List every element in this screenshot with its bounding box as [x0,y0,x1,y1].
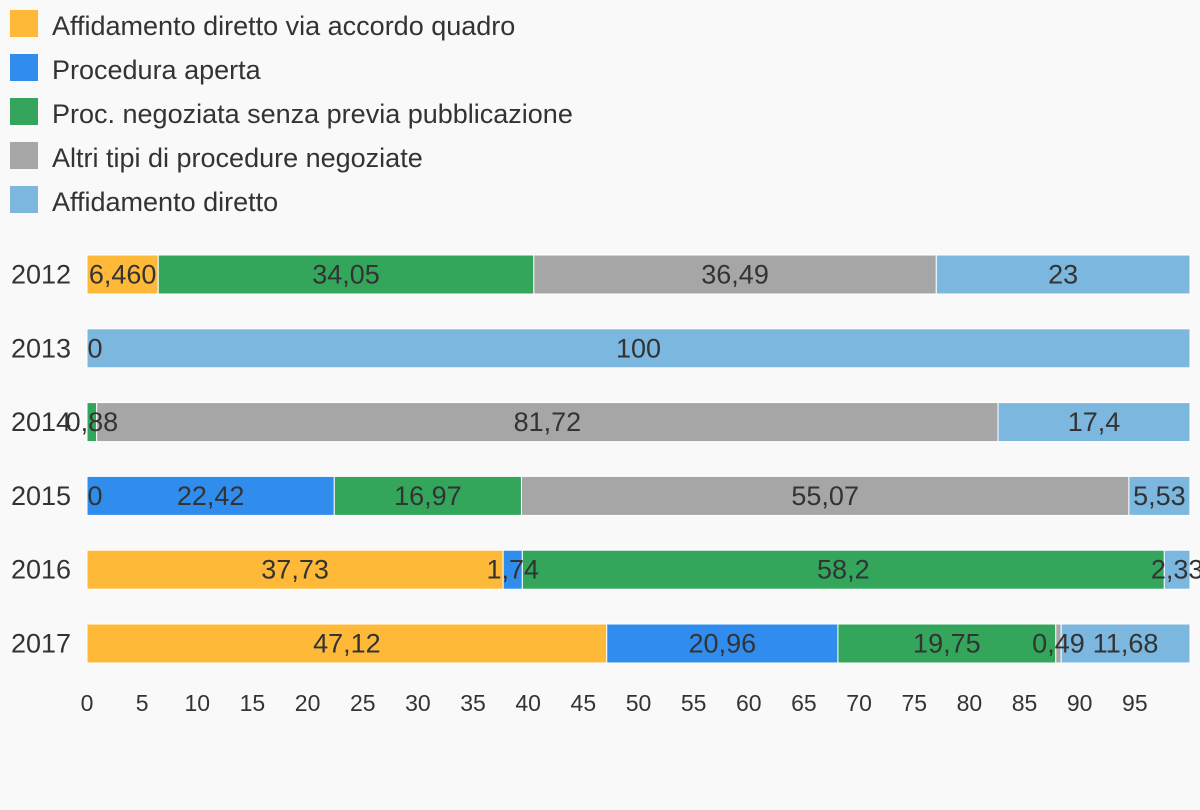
bar-segment [1163,549,1191,590]
legend-label: Affidamento diretto [52,187,279,217]
data-label: 34,05 [312,260,380,290]
x-tick-label: 20 [295,690,321,716]
x-tick-label: 25 [350,690,376,716]
data-label: 81,72 [514,407,582,437]
legend-swatch [10,54,38,81]
category-label: 2012 [11,260,71,290]
data-label: 0,88 [66,407,119,437]
legend-swatch [10,142,38,169]
legend-label: Affidamento diretto via accordo quadro [52,11,516,41]
legend-label: Procedura aperta [52,55,261,85]
bar-segment [86,623,608,664]
data-label: 36,49 [701,260,769,290]
x-tick-label: 90 [1067,690,1093,716]
x-tick-label: 80 [957,690,983,716]
data-label: 0 [87,481,102,511]
x-tick-label: 55 [681,690,707,716]
x-tick-label: 15 [240,690,266,716]
x-tick-label: 75 [901,690,927,716]
bar-segment [935,254,1191,295]
x-tick-label: 50 [626,690,652,716]
x-tick-label: 70 [846,690,872,716]
bar-segment [837,623,1057,664]
x-tick-label: 5 [136,690,149,716]
category-label: 2014 [11,407,71,437]
data-label: 19,75 [913,629,981,659]
bar-segment [333,475,522,516]
x-tick-label: 45 [571,690,597,716]
bar-segment [96,402,999,443]
x-tick-label: 40 [515,690,541,716]
x-tick-label: 95 [1122,690,1148,716]
data-label: 47,12 [313,629,381,659]
legend-swatch [10,10,38,37]
category-label: 2016 [11,555,71,585]
data-label: 1,74 [486,555,539,585]
legend-swatch [10,98,38,125]
data-label: 55,07 [791,481,859,511]
bar-segment [1060,623,1191,664]
data-label: 23 [1048,260,1078,290]
data-label: 0,49 [1032,629,1085,659]
data-label: 22,42 [177,481,245,511]
data-label: 0 [87,333,102,363]
data-label: 16,97 [394,481,462,511]
data-label: 6,460 [89,260,157,290]
bar-segment [86,475,335,516]
data-label: 20,96 [689,629,757,659]
category-label: 2013 [11,333,71,363]
legend-label: Altri tipi di procedure negoziate [52,143,423,173]
x-tick-label: 85 [1012,690,1038,716]
legend-label: Proc. negoziata senza previa pubblicazio… [52,99,573,129]
x-tick-label: 10 [185,690,211,716]
bar-segment [521,549,1165,590]
data-label: 5,53 [1133,481,1186,511]
bar-segment [533,254,937,295]
x-tick-label: 0 [81,690,94,716]
data-label: 100 [616,333,661,363]
bar-segment [520,475,1130,516]
bar-segment [997,402,1191,443]
data-label: 11,68 [1093,629,1159,659]
bar-segment [86,549,504,590]
legend-swatch [10,186,38,213]
data-label: 2,33 [1151,555,1200,585]
data-label: 37,73 [261,555,329,585]
data-label: 17,4 [1068,407,1121,437]
data-label: 58,2 [817,555,870,585]
category-label: 2015 [11,481,71,511]
x-tick-label: 30 [405,690,431,716]
x-tick-label: 35 [460,690,486,716]
x-tick-label: 65 [791,690,817,716]
bar-segment [86,328,1191,369]
category-label: 2017 [11,629,71,659]
x-tick-label: 60 [736,690,762,716]
bar-segment [1128,475,1191,516]
